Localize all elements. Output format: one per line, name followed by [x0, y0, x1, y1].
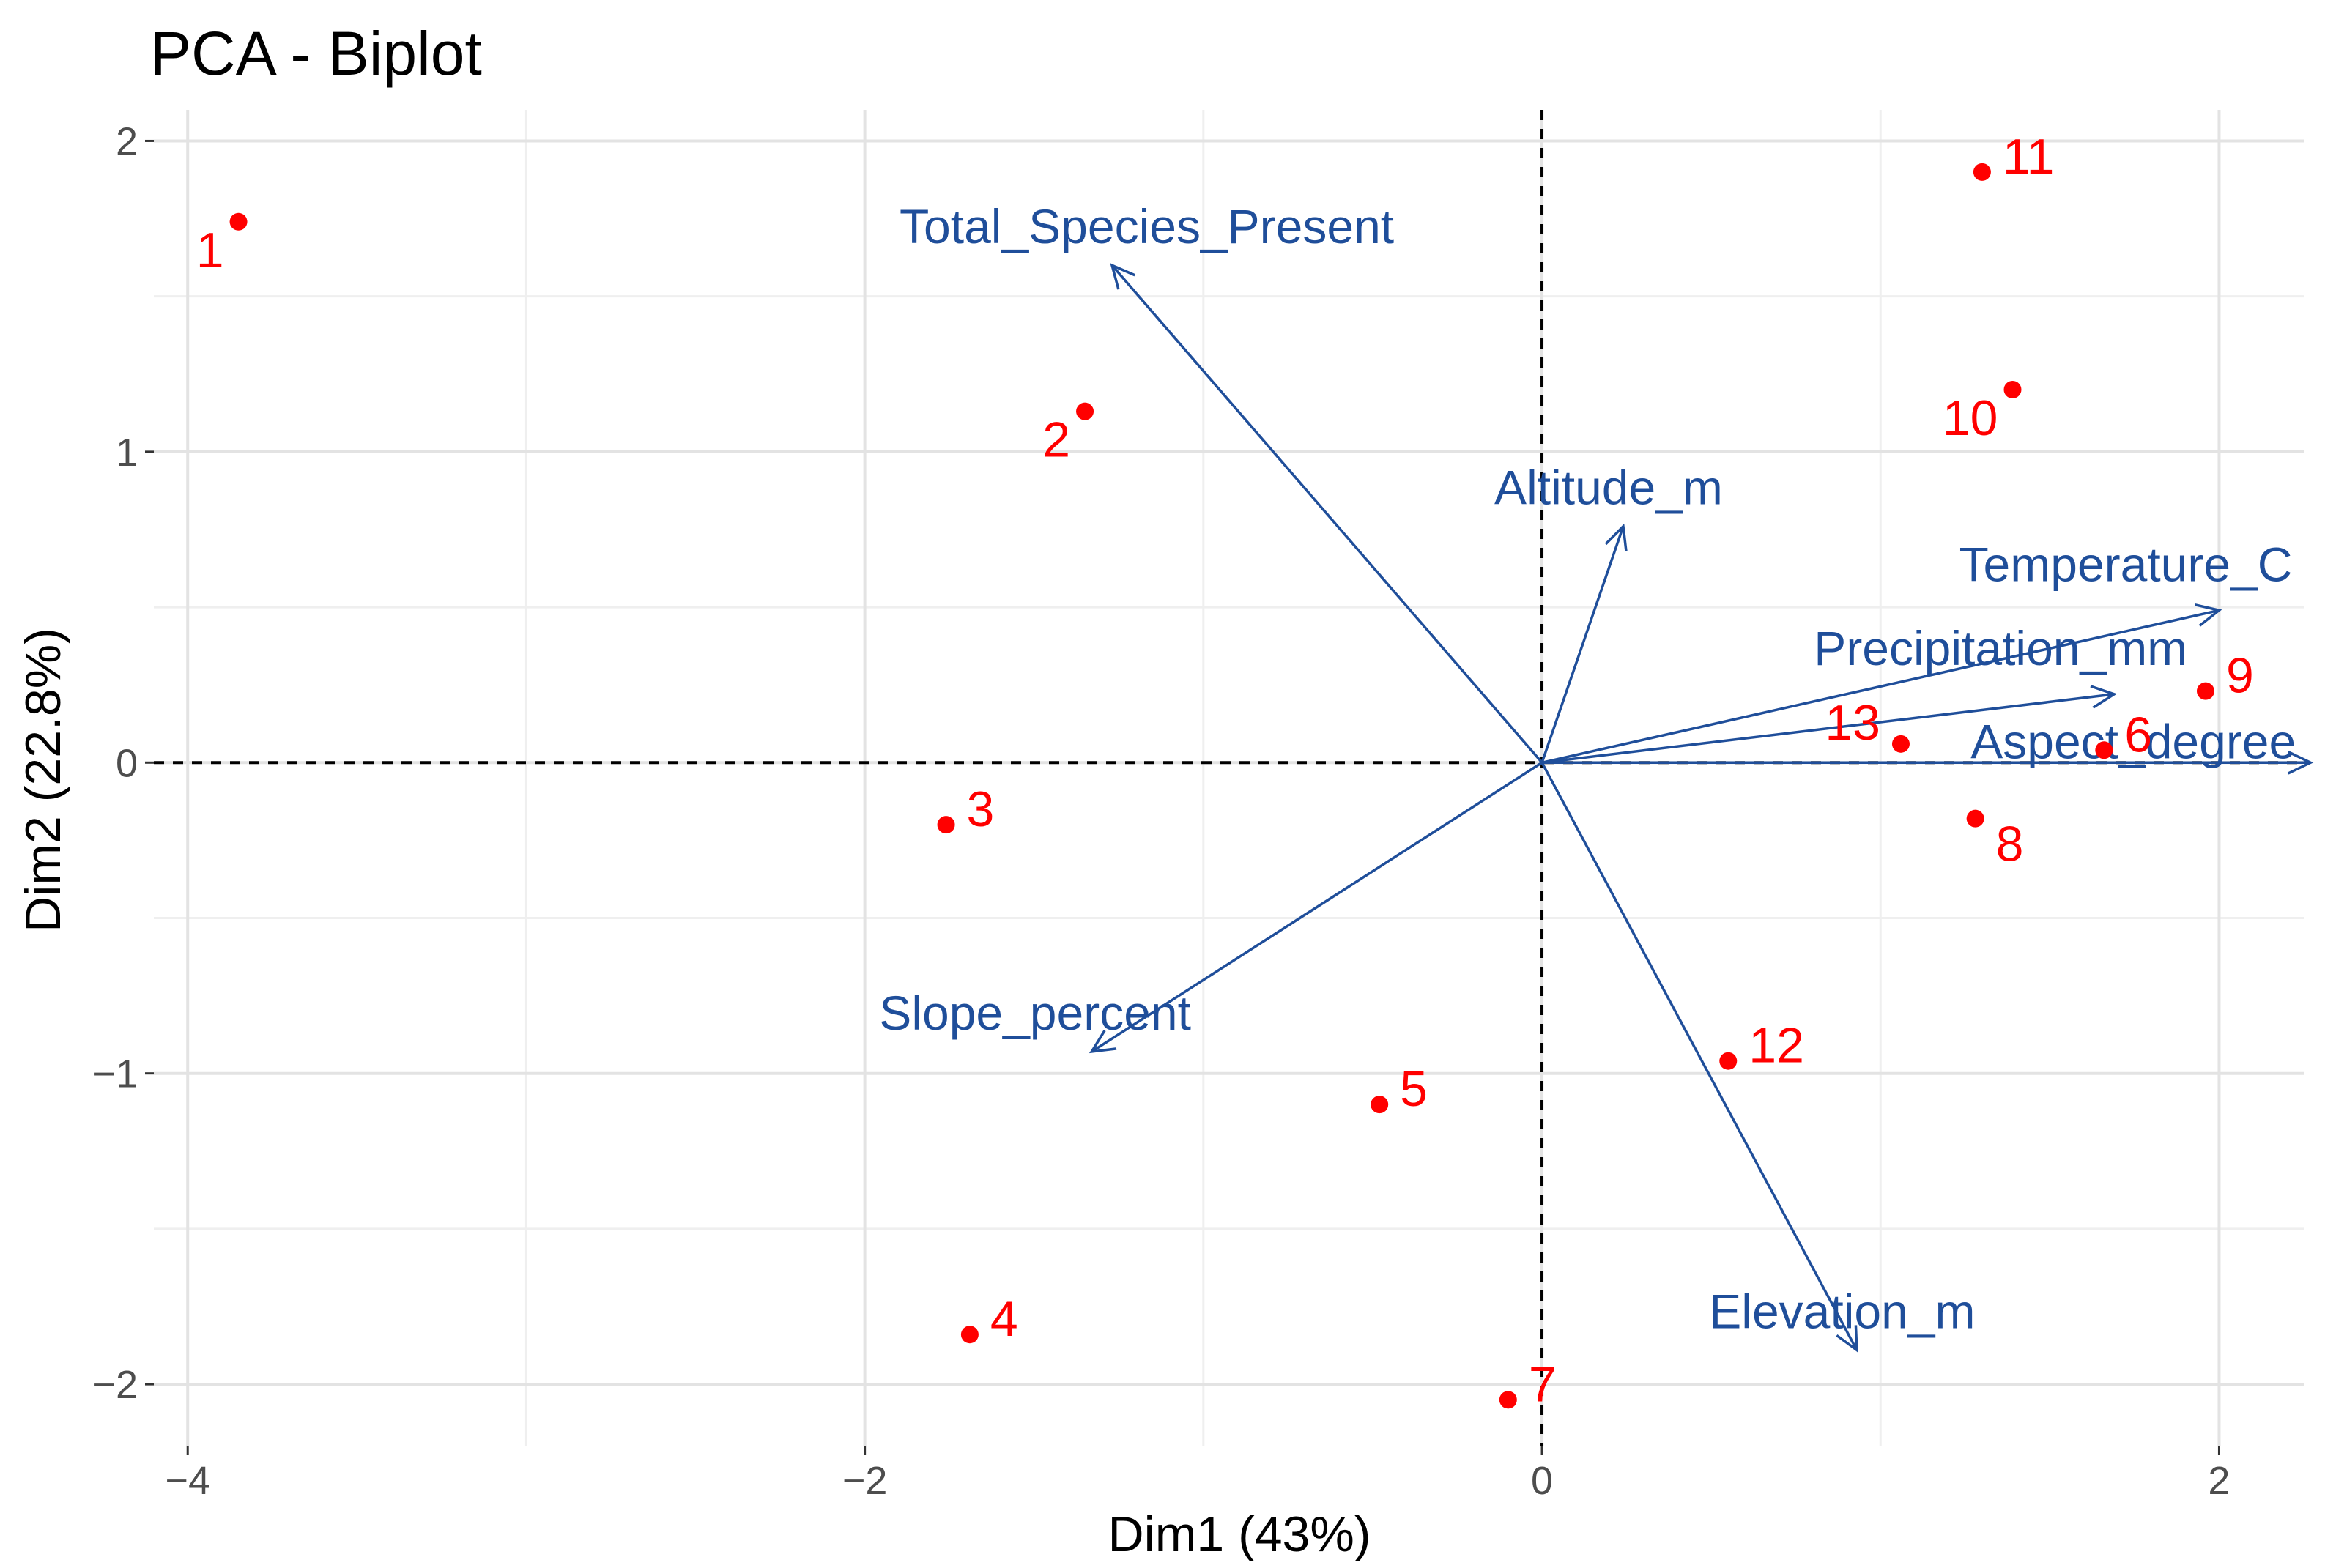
x-tick-label: −4 [165, 1459, 210, 1503]
individual-label: 7 [1529, 1356, 1557, 1412]
y-tick-label: 1 [116, 431, 138, 475]
individual-point [2095, 741, 2113, 759]
variable-arrow-head [1089, 1030, 1117, 1054]
individual-label: 11 [2003, 129, 2055, 185]
variable-arrow-head [2090, 685, 2118, 709]
variable-label: Altitude_m [1494, 461, 1723, 515]
individual-point [1973, 163, 1991, 181]
individual-label: 2 [1042, 412, 1070, 468]
variable-arrow-head [1836, 1325, 1858, 1353]
variable-arrow-head [2194, 603, 2222, 627]
individual-point [2003, 380, 2022, 398]
individual-point [960, 1326, 979, 1344]
variable-arrow-head [1604, 523, 1628, 551]
y-tick-label: −1 [92, 1052, 138, 1096]
variable-label: Aspect_degree [1970, 714, 2296, 768]
x-tick-label: 2 [2208, 1459, 2230, 1503]
individual-label: 1 [196, 223, 224, 278]
variable-label: Precipitation_mm [1814, 621, 2187, 675]
variable-label: Total_Species_Present [900, 199, 1394, 253]
variable-arrow-head [2287, 750, 2314, 775]
individual-point [1719, 1052, 1738, 1070]
individual-label: 4 [990, 1291, 1018, 1347]
individual-label: 9 [2226, 648, 2254, 704]
individual-point [1076, 402, 1094, 420]
individual-point [1891, 735, 1910, 753]
individual-label: 3 [967, 781, 995, 837]
y-tick-label: 2 [116, 119, 138, 163]
individual-label: 10 [1943, 390, 1998, 446]
x-tick-label: −2 [842, 1459, 888, 1503]
variable-arrow [1110, 264, 1543, 764]
chart-title: PCA - Biplot [150, 19, 482, 88]
y-tick-label: 0 [116, 741, 138, 785]
individual-label: 13 [1825, 695, 1880, 751]
individual-point [229, 212, 248, 231]
individual-point [937, 816, 955, 834]
variable-arrows: Total_Species_Present Altitude_m Temperatu… [879, 199, 2314, 1353]
individual-point [1371, 1096, 1389, 1114]
variable-arrow [1540, 526, 1625, 763]
individual-label: 8 [1996, 817, 2024, 872]
individual-label: 12 [1749, 1018, 1804, 1074]
variable-label: Elevation_m [1709, 1284, 1975, 1338]
individual-label: 6 [2124, 707, 2152, 762]
x-tick-label: 0 [1531, 1459, 1553, 1503]
individual-label: 5 [1400, 1061, 1428, 1117]
variable-arrow [1091, 761, 1543, 1053]
individual-point [2196, 682, 2214, 700]
variable-arrow [1541, 609, 2220, 764]
variable-arrow-head [1110, 263, 1135, 290]
variable-label: Temperature_C [1959, 537, 2293, 591]
variable-label: Slope_percent [879, 986, 1191, 1040]
individual-point [1966, 809, 1984, 828]
y-tick-label: −2 [92, 1363, 138, 1407]
x-axis-title: Dim1 (43%) [1108, 1506, 1371, 1562]
individual-point [1499, 1391, 1517, 1409]
variable-arrow [1541, 693, 2115, 765]
variable-arrow [1540, 762, 1858, 1351]
y-axis-title: Dim2 (22.8%) [15, 628, 71, 932]
